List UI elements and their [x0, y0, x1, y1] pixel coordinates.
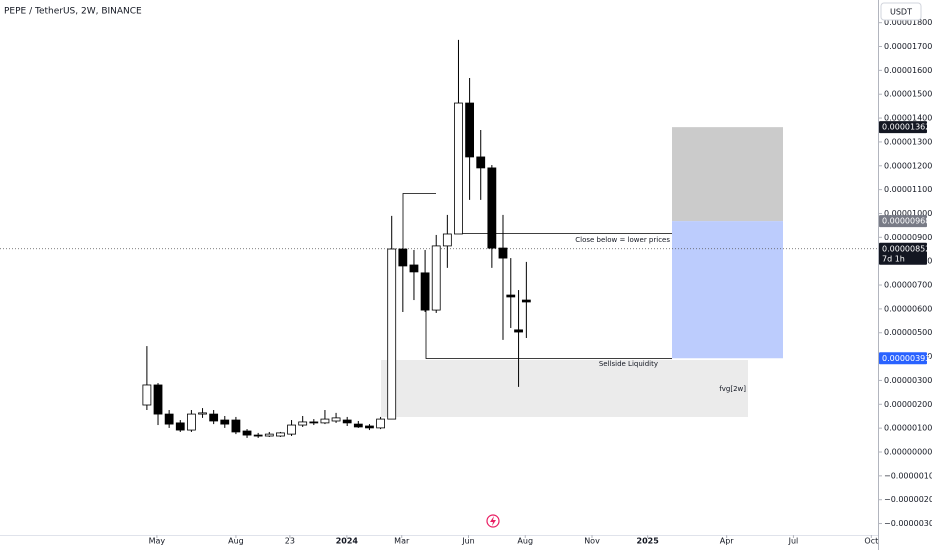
- x-tick-label: Nov: [584, 537, 600, 546]
- y-tick-label: 0.00001600: [884, 66, 932, 75]
- candle-body: [287, 424, 296, 435]
- y-tick-label: 0.00000000: [884, 447, 932, 456]
- annotation: Close below = lower prices: [575, 236, 670, 244]
- y-tick-label: 0.00000700: [884, 281, 932, 290]
- candle-body: [420, 272, 430, 311]
- candle-body: [153, 384, 163, 415]
- x-tick-label: Jun: [461, 537, 475, 546]
- candle-body: [264, 433, 274, 437]
- candle-body: [231, 419, 241, 433]
- axes: 0.00001800 0.00001700 0.00001600 0.00001500…: [149, 18, 932, 545]
- candle-body: [320, 418, 330, 424]
- x-tick-label: Oct: [864, 537, 878, 546]
- y-tick-label: 0.00001100: [884, 185, 932, 194]
- x-tick-label: May: [149, 537, 166, 546]
- candle-body: [498, 247, 508, 259]
- y-tick-label: 0.00001800: [884, 18, 932, 27]
- candle-body: [164, 413, 174, 425]
- currency-label[interactable]: USDT: [890, 8, 912, 17]
- y-tick-label: 0.00000300: [884, 376, 932, 385]
- y-tick-label: −0.00000200: [884, 495, 932, 504]
- y-tick-label: 0.00001500: [884, 90, 932, 99]
- x-tick-label: 23: [285, 537, 295, 546]
- candle-body: [398, 248, 408, 267]
- candle-body: [187, 413, 196, 431]
- y-tick-label: 0.00001300: [884, 137, 932, 146]
- x-tick-label: Apr: [720, 537, 735, 546]
- candle-body: [242, 430, 252, 436]
- candle-body: [276, 432, 285, 437]
- price-marker-label: 0.00001362: [882, 123, 930, 132]
- price-marker-box: [879, 242, 927, 265]
- candle-body: [253, 434, 263, 437]
- candle-body: [365, 425, 374, 429]
- fvg-zone: [381, 360, 748, 417]
- candle-body: [198, 412, 207, 415]
- candle-body: [342, 419, 352, 424]
- candle-body: [431, 245, 441, 311]
- candle-body: [387, 248, 397, 420]
- price-marker-label: 0.00000968: [882, 217, 930, 226]
- candle-body: [175, 422, 185, 431]
- y-tick-label: 0.00000100: [884, 424, 932, 433]
- candle-body: [298, 421, 308, 426]
- candle-body: [506, 294, 516, 298]
- y-tick-label: 0.00000900: [884, 233, 932, 242]
- candle-body: [521, 299, 531, 303]
- price-marker-label: 0.00000852: [882, 244, 930, 253]
- price-countdown: 7d 1h: [882, 254, 905, 263]
- candle-body: [331, 417, 341, 422]
- annotation: Sellside Liquidity: [599, 360, 658, 368]
- y-tick-label: −0.00000100: [884, 471, 932, 480]
- candles: [142, 39, 531, 438]
- candle-body: [454, 102, 463, 235]
- candle-body: [409, 264, 419, 273]
- candle-body: [353, 423, 363, 428]
- y-tick-label: 0.00001200: [884, 161, 932, 170]
- y-tick-label: 0.00001700: [884, 42, 932, 51]
- logo-icon: [486, 514, 500, 528]
- y-tick-label: 0.00000200: [884, 400, 932, 409]
- price-marker-label: 0.00000393: [882, 354, 930, 363]
- candle-body: [487, 167, 497, 249]
- stop-zone: [672, 221, 783, 359]
- target-zone: [672, 127, 783, 222]
- candle-body: [142, 384, 152, 406]
- candle-body: [209, 413, 219, 422]
- y-tick-label: 0.00001000: [884, 209, 932, 218]
- y-tick-label: −0.00000300: [884, 519, 932, 528]
- candle-body: [465, 102, 475, 158]
- price-marker-box: [879, 215, 927, 228]
- x-tick-label: 2025: [637, 537, 660, 546]
- y-tick-label: 0.00000500: [884, 328, 932, 337]
- x-tick-label: Mar: [394, 537, 410, 546]
- candle-body: [220, 419, 230, 425]
- price-marker-box: [879, 121, 927, 134]
- bracket-line: [402, 193, 436, 248]
- annotation: fvg[2w]: [719, 385, 746, 393]
- y-tick-label: 0.00000600: [884, 304, 932, 313]
- x-tick-label: Aug: [228, 537, 244, 546]
- candle-body: [514, 329, 523, 333]
- x-tick-label: Jul: [788, 537, 799, 546]
- price-marker-box: [879, 352, 927, 365]
- candle-body: [476, 156, 486, 169]
- sellside-line: [425, 300, 672, 359]
- currency-button[interactable]: [880, 2, 922, 21]
- candle-body: [442, 233, 452, 247]
- x-tick-label: Aug: [517, 537, 533, 546]
- x-tick-label: 2024: [336, 537, 359, 546]
- chart-title: PEPE / TetherUS, 2W, BINANCE: [4, 7, 142, 17]
- candle-body: [309, 421, 319, 424]
- candle-body: [376, 418, 385, 429]
- y-tick-label: 0.00001400: [884, 114, 932, 123]
